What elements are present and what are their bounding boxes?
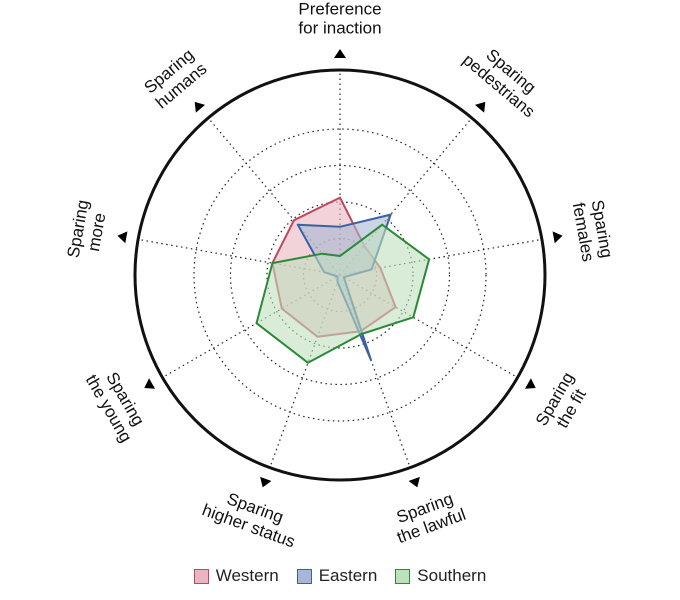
series-southern-area <box>255 223 431 364</box>
axis-label-0-line-0: Preference <box>298 0 381 19</box>
axis-marker-0 <box>334 49 346 58</box>
axis-label-7: Sparingmore <box>64 198 112 262</box>
legend-swatch-0 <box>193 568 209 584</box>
legend-swatch-2 <box>395 568 411 584</box>
legend-item-2: Southern <box>395 566 486 586</box>
axis-marker-7 <box>117 231 128 244</box>
axis-spoke-7 <box>138 238 341 276</box>
radar-chart: Preference for inaction Sparingpedestrians… <box>64 0 617 551</box>
legend-label-1: Eastern <box>318 566 378 585</box>
legend-label-0: Western <box>215 566 279 585</box>
axis-marker-1 <box>474 101 486 113</box>
axis-label-1: Sparingpedestrians <box>459 36 551 122</box>
grid-ring-4 <box>193 128 487 422</box>
axis-spoke-3 <box>339 274 517 378</box>
axis-marker-8 <box>194 101 206 113</box>
series-layer <box>255 196 431 364</box>
axis-label-5: Sparinghigher status <box>200 482 304 551</box>
axis-label-0: Preference for inaction <box>298 0 381 38</box>
axis-marker-6 <box>144 378 156 389</box>
legend-label-2: Southern <box>417 566 487 585</box>
legend-swatch-1 <box>296 568 312 584</box>
axis-label-3: Sparingthe fit <box>532 369 594 439</box>
legend-item-1: Eastern <box>296 566 378 586</box>
grid-ring-3 <box>229 164 451 386</box>
axis-label-8: Sparinghumans <box>140 44 211 112</box>
axis-label-6: Sparingthe young <box>82 362 152 446</box>
legend: Western Eastern Southern <box>0 566 680 586</box>
axis-label-2: Sparingfemales <box>569 198 617 263</box>
axis-marker-5 <box>260 476 272 488</box>
outer-ring <box>133 68 547 482</box>
axis-spoke-8 <box>208 118 341 276</box>
legend-item-0: Western <box>193 566 279 586</box>
axis-label-0-line-1: for inaction <box>298 19 381 38</box>
axis-marker-4 <box>408 476 420 488</box>
axis-marker-3 <box>524 378 536 389</box>
axis-spoke-6 <box>163 274 341 378</box>
axis-marker-2 <box>552 231 563 244</box>
axis-label-4: Sparingthe lawful <box>388 487 468 547</box>
